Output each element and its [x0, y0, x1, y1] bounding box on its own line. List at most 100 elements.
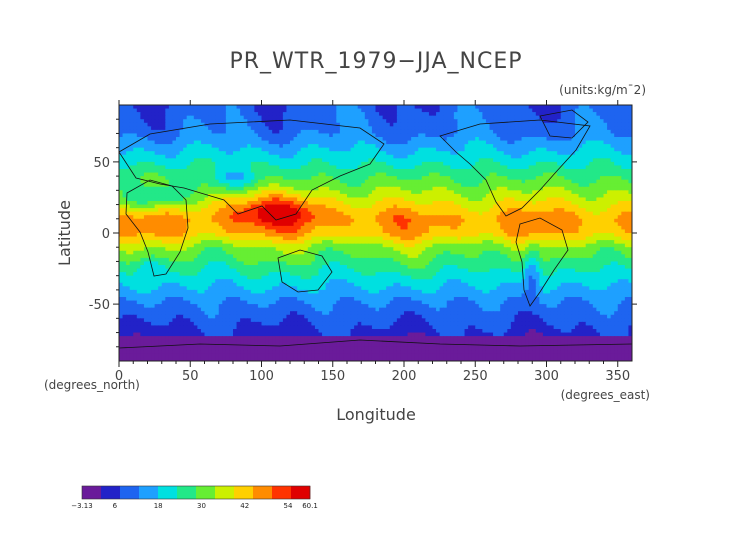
heatmap-cell [621, 119, 626, 124]
heatmap-cell [172, 151, 177, 156]
heatmap-cell [489, 144, 494, 149]
heatmap-cell [322, 105, 327, 110]
heatmap-cell [172, 161, 177, 167]
heatmap-cell [208, 151, 213, 156]
heatmap-cell [439, 197, 444, 202]
heatmap-cell [539, 165, 544, 170]
heatmap-cell [279, 204, 284, 209]
heatmap-cell [161, 115, 166, 120]
heatmap-cell [129, 105, 134, 110]
heatmap-cell [468, 176, 473, 181]
heatmap-cell [300, 172, 305, 177]
heatmap-cell [421, 129, 426, 135]
heatmap-cell [503, 190, 508, 195]
heatmap-cell [197, 225, 202, 231]
heatmap-cell [464, 140, 469, 145]
heatmap-cell [624, 186, 630, 191]
heatmap-cell [368, 190, 373, 195]
heatmap-cell [407, 158, 412, 163]
heatmap-cell [443, 147, 448, 152]
heatmap-cell [361, 119, 366, 124]
heatmap-cell [172, 225, 177, 231]
heatmap-cell [518, 165, 523, 170]
heatmap-cell [318, 201, 323, 206]
heatmap-cell [386, 133, 391, 138]
heatmap-cell [168, 158, 174, 163]
heatmap-cell [550, 154, 555, 159]
heatmap-cell [215, 169, 220, 174]
heatmap-cell [443, 179, 448, 184]
heatmap-cell [311, 197, 316, 202]
heatmap-cell [357, 183, 362, 188]
heatmap-cell [379, 151, 384, 156]
heatmap-cell [236, 137, 241, 142]
heatmap-cell [140, 126, 145, 131]
heatmap-cell [510, 126, 516, 131]
heatmap-cell [151, 158, 156, 163]
heatmap-cell [471, 204, 476, 209]
heatmap-cell [571, 172, 576, 177]
heatmap-cell [325, 147, 330, 152]
heatmap-cell [453, 133, 459, 138]
heatmap-cell [147, 186, 152, 191]
heatmap-cell [489, 197, 494, 202]
heatmap-cell [464, 218, 469, 223]
heatmap-cell [129, 122, 134, 127]
heatmap-cell [158, 105, 163, 110]
heatmap-cell [464, 161, 469, 167]
heatmap-cell [564, 222, 569, 227]
heatmap-cell [535, 197, 540, 202]
heatmap-cell [428, 208, 434, 213]
heatmap-cell [218, 122, 223, 127]
heatmap-cell [261, 137, 266, 142]
heatmap-cell [464, 211, 469, 216]
heatmap-cell [290, 176, 295, 181]
heatmap-cell [133, 158, 138, 163]
heatmap-cell [621, 176, 626, 181]
heatmap-cell [532, 133, 537, 138]
heatmap-cell [446, 144, 451, 149]
heatmap-cell [304, 137, 309, 142]
heatmap-cell [514, 140, 519, 145]
heatmap-cell [457, 147, 462, 152]
heatmap-cell [151, 161, 156, 167]
heatmap-cell [133, 190, 138, 195]
heatmap-cell [176, 165, 181, 170]
heatmap-cell [514, 169, 519, 174]
heatmap-cell [518, 133, 523, 138]
heatmap-cell [503, 137, 508, 142]
heatmap-cell [478, 197, 483, 202]
heatmap-cell [151, 119, 156, 124]
heatmap-cell [375, 222, 380, 227]
heatmap-cell [503, 183, 508, 188]
heatmap-cell [457, 140, 462, 145]
heatmap-cell [368, 186, 373, 191]
heatmap-cell [261, 161, 266, 167]
heatmap-cell [122, 208, 127, 213]
heatmap-cell [200, 201, 206, 206]
heatmap-cell [521, 208, 526, 213]
heatmap-cell [343, 154, 348, 159]
heatmap-cell [489, 158, 494, 163]
heatmap-cell [161, 122, 166, 127]
heatmap-cell [496, 158, 501, 163]
heatmap-cell [386, 176, 391, 181]
heatmap-cell [503, 122, 508, 127]
heatmap-cell [339, 193, 345, 199]
heatmap-cell [265, 204, 270, 209]
heatmap-cell [314, 176, 320, 181]
heatmap-cell [225, 137, 231, 142]
heatmap-cell [140, 119, 145, 124]
heatmap-cell [147, 222, 152, 227]
heatmap-cell [582, 158, 587, 163]
heatmap-cell [532, 112, 537, 117]
heatmap-cell [436, 137, 441, 142]
heatmap-cell [560, 179, 565, 184]
heatmap-cell [172, 197, 177, 202]
heatmap-cell [525, 186, 530, 191]
heatmap-cell [222, 119, 227, 124]
heatmap-cell [478, 122, 483, 127]
heatmap-cell [176, 222, 181, 227]
heatmap-cell [357, 176, 362, 181]
heatmap-cell [418, 108, 423, 113]
